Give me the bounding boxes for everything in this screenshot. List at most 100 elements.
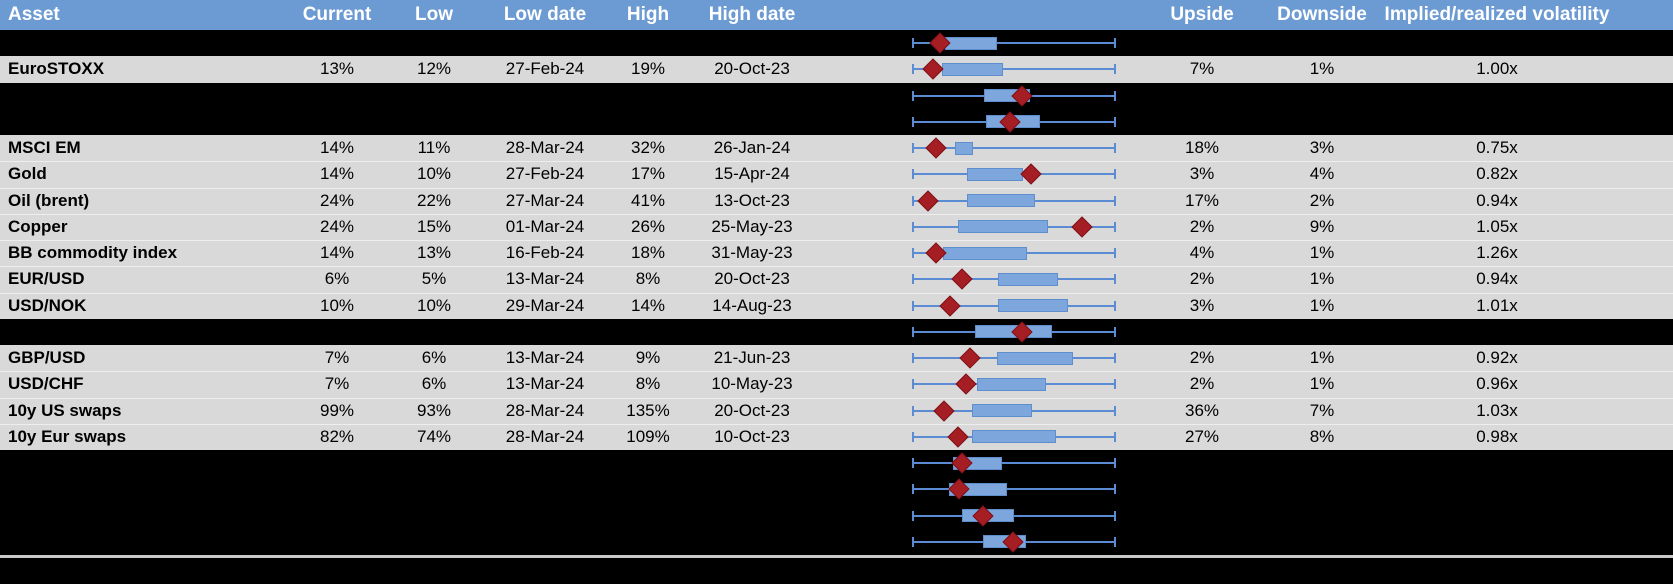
header-asset[interactable]: Asset — [8, 4, 60, 25]
cell-low-date[interactable] — [476, 476, 614, 502]
cell-high-date[interactable]: 26-Jan-24 — [713, 138, 791, 157]
cell-low-date[interactable]: 13-Mar-24 — [505, 348, 585, 367]
cell-high[interactable] — [614, 503, 682, 529]
cell-high-date[interactable]: 10-Oct-23 — [714, 426, 790, 446]
cell-downside[interactable]: 1% — [1309, 269, 1335, 289]
cell-downside[interactable]: 7% — [1309, 400, 1335, 420]
cell-asset[interactable] — [0, 529, 282, 555]
cell-current[interactable] — [282, 450, 392, 476]
cell-high-date[interactable]: 20-Oct-23 — [714, 269, 790, 289]
cell-implied-realized-volatility[interactable]: 0.82x — [1476, 164, 1518, 184]
cell-downside[interactable] — [1272, 109, 1372, 135]
cell-low-date[interactable] — [476, 83, 614, 109]
cell-downside[interactable]: 9% — [1309, 216, 1335, 236]
cell-high-date[interactable]: 31-May-23 — [711, 243, 793, 262]
cell-upside[interactable]: 3% — [1189, 295, 1215, 315]
cell-high[interactable] — [614, 30, 682, 56]
cell-current[interactable] — [282, 83, 392, 109]
cell-upside[interactable]: 36% — [1184, 400, 1220, 420]
cell-low[interactable]: 22% — [416, 190, 452, 210]
cell-upside[interactable]: 4% — [1189, 243, 1215, 262]
cell-low[interactable]: 11% — [417, 138, 451, 157]
cell-downside[interactable] — [1272, 476, 1372, 502]
cell-downside[interactable]: 1% — [1309, 243, 1335, 262]
cell-implied-realized-volatility[interactable]: 1.26x — [1476, 243, 1518, 262]
cell-high[interactable]: 135% — [626, 400, 670, 420]
cell-high-date[interactable] — [682, 476, 822, 502]
cell-downside[interactable] — [1272, 503, 1372, 529]
cell-implied-realized-volatility[interactable]: 0.96x — [1476, 374, 1518, 394]
cell-high[interactable] — [614, 450, 682, 476]
cell-asset[interactable]: EuroSTOXX — [8, 59, 105, 79]
cell-low-date[interactable]: 28-Mar-24 — [505, 138, 585, 157]
cell-upside[interactable]: 2% — [1189, 348, 1215, 367]
cell-low-date[interactable]: 13-Mar-24 — [505, 374, 585, 394]
cell-asset[interactable]: GBP/USD — [8, 348, 86, 367]
cell-upside[interactable]: 7% — [1189, 59, 1215, 79]
cell-upside[interactable]: 3% — [1189, 164, 1215, 184]
cell-downside[interactable] — [1272, 319, 1372, 345]
cell-current[interactable]: 7% — [324, 374, 350, 394]
cell-downside[interactable]: 4% — [1309, 164, 1335, 184]
cell-upside[interactable] — [1132, 503, 1272, 529]
cell-high[interactable]: 109% — [626, 426, 670, 446]
cell-high[interactable]: 26% — [630, 216, 666, 236]
cell-current[interactable]: 14% — [319, 243, 355, 262]
cell-high[interactable]: 19% — [630, 59, 666, 79]
header-high-date[interactable]: High date — [708, 4, 796, 25]
cell-low-date[interactable] — [476, 503, 614, 529]
cell-downside[interactable]: 1% — [1309, 295, 1335, 315]
cell-low-date[interactable]: 13-Mar-24 — [505, 269, 585, 289]
cell-current[interactable]: 14% — [319, 138, 355, 157]
cell-high[interactable]: 32% — [630, 138, 666, 157]
cell-upside[interactable] — [1132, 450, 1272, 476]
cell-asset[interactable]: 10y US swaps — [8, 400, 122, 420]
cell-high-date[interactable] — [682, 109, 822, 135]
cell-high-date[interactable]: 21-Jun-23 — [713, 348, 791, 367]
cell-upside[interactable]: 2% — [1189, 374, 1215, 394]
cell-asset[interactable] — [0, 83, 282, 109]
cell-asset[interactable]: BB commodity index — [8, 243, 178, 262]
cell-high[interactable]: 8% — [635, 269, 661, 289]
cell-high-date[interactable] — [682, 319, 822, 345]
cell-upside[interactable] — [1132, 109, 1272, 135]
cell-current[interactable]: 24% — [319, 216, 355, 236]
cell-asset[interactable]: MSCI EM — [8, 138, 81, 157]
cell-implied-realized-volatility[interactable] — [1372, 109, 1622, 135]
header-upside[interactable]: Upside — [1170, 4, 1234, 25]
cell-high-date[interactable]: 10-May-23 — [711, 374, 793, 394]
cell-downside[interactable]: 3% — [1309, 138, 1335, 157]
cell-implied-realized-volatility[interactable] — [1372, 476, 1622, 502]
cell-implied-realized-volatility[interactable] — [1372, 450, 1622, 476]
cell-implied-realized-volatility[interactable]: 0.75x — [1476, 138, 1518, 157]
cell-low[interactable]: 6% — [421, 348, 447, 367]
cell-upside[interactable] — [1132, 83, 1272, 109]
cell-low-date[interactable]: 28-Mar-24 — [505, 400, 585, 420]
cell-implied-realized-volatility[interactable]: 0.98x — [1476, 426, 1518, 446]
cell-high-date[interactable] — [682, 30, 822, 56]
cell-implied-realized-volatility[interactable]: 1.00x — [1476, 59, 1518, 79]
cell-downside[interactable]: 1% — [1309, 348, 1335, 367]
cell-current[interactable]: 6% — [324, 269, 350, 289]
cell-current[interactable] — [282, 319, 392, 345]
cell-low-date[interactable] — [476, 529, 614, 555]
cell-low-date[interactable]: 29-Mar-24 — [505, 295, 585, 315]
cell-low-date[interactable]: 01-Mar-24 — [505, 216, 585, 236]
header-low-date[interactable]: Low date — [503, 4, 587, 25]
cell-current[interactable]: 10% — [319, 295, 355, 315]
cell-asset[interactable] — [0, 109, 282, 135]
cell-high[interactable]: 17% — [630, 164, 666, 184]
cell-high-date[interactable] — [682, 529, 822, 555]
cell-downside[interactable]: 8% — [1309, 426, 1335, 446]
cell-low[interactable]: 74% — [416, 426, 452, 446]
cell-asset[interactable] — [0, 503, 282, 529]
cell-upside[interactable]: 2% — [1189, 216, 1215, 236]
cell-asset[interactable] — [0, 450, 282, 476]
cell-high-date[interactable]: 15-Apr-24 — [714, 164, 790, 184]
cell-implied-realized-volatility[interactable] — [1372, 529, 1622, 555]
cell-high[interactable]: 14% — [630, 295, 666, 315]
cell-downside[interactable]: 2% — [1309, 190, 1335, 210]
cell-high-date[interactable]: 20-Oct-23 — [714, 400, 790, 420]
cell-downside[interactable]: 1% — [1309, 59, 1335, 79]
cell-high[interactable] — [614, 109, 682, 135]
